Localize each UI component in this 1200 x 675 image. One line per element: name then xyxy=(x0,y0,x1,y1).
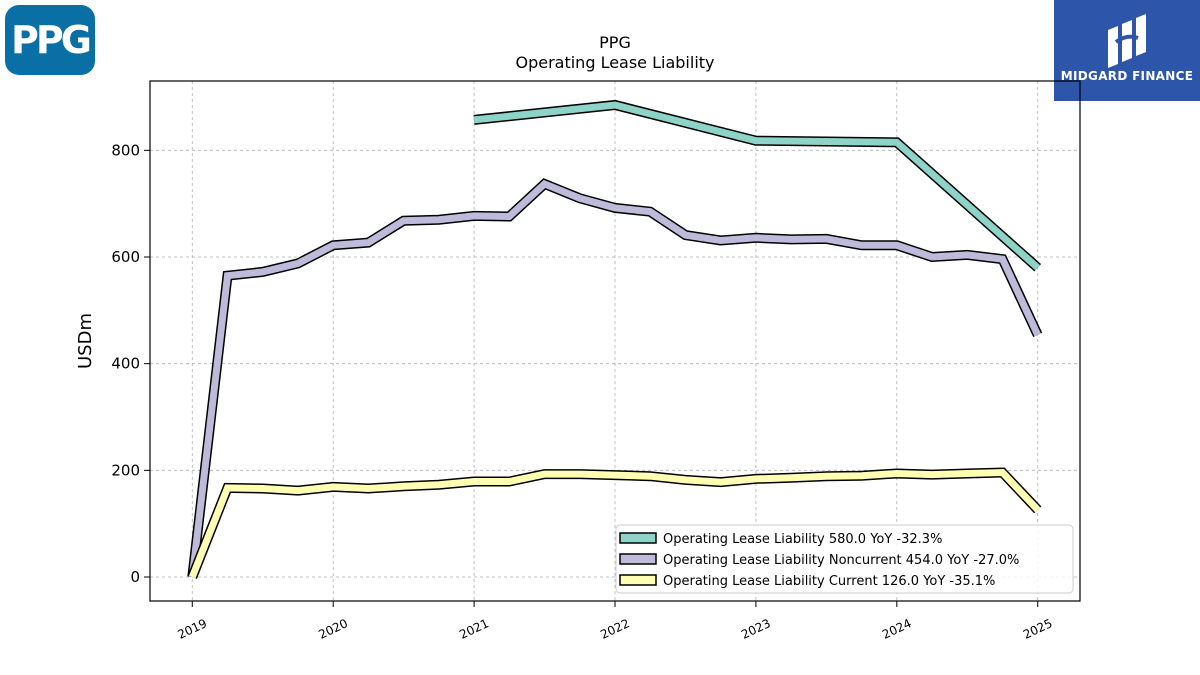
y-axis-ticks: 0 200 400 600 800 xyxy=(111,141,150,586)
legend-swatch xyxy=(619,553,657,565)
x-tick-label: 2019 xyxy=(175,616,209,642)
x-tick-label: 2021 xyxy=(457,616,491,642)
grid xyxy=(150,81,1080,601)
y-tick-label: 600 xyxy=(111,248,140,266)
x-tick-label: 2023 xyxy=(739,616,773,642)
midgard-finance-logo: MIDGARD FINANCE xyxy=(1054,0,1200,101)
legend-entry-label: Operating Lease Liability Noncurrent 454… xyxy=(663,553,1019,568)
series-lines xyxy=(187,99,1043,579)
legend-swatch xyxy=(619,574,657,586)
ppg-logo: PPG xyxy=(5,5,95,75)
y-axis-label: USDm xyxy=(75,313,96,369)
legend-entry-label: Operating Lease Liability Current 126.0 … xyxy=(663,574,995,589)
x-tick-label: 2020 xyxy=(316,616,350,642)
ppg-logo-text: PPG xyxy=(11,18,92,62)
series-line-0 xyxy=(473,101,1041,271)
y-tick-label: 0 xyxy=(130,568,140,586)
x-tick-label: 2024 xyxy=(880,616,914,642)
chart-title: PPG xyxy=(599,33,631,52)
midgard-mark-icon xyxy=(1108,14,1146,68)
x-tick-label: 2025 xyxy=(1021,616,1055,642)
y-tick-label: 800 xyxy=(111,141,140,159)
midgard-logo-text: MIDGARD FINANCE xyxy=(1060,69,1194,83)
legend: Operating Lease Liability 580.0 YoY -32.… xyxy=(615,524,1074,594)
y-tick-label: 200 xyxy=(111,461,140,479)
legend-box xyxy=(615,524,1074,594)
series-line-2 xyxy=(189,468,1041,579)
legend-entry-label: Operating Lease Liability 580.0 YoY -32.… xyxy=(663,532,942,547)
chart-subtitle: Operating Lease Liability xyxy=(515,53,714,72)
series-line-1 xyxy=(188,179,1041,578)
x-tick-label: 2022 xyxy=(598,616,632,642)
legend-swatch xyxy=(619,532,657,544)
x-axis-ticks: 2019 2020 2021 2022 2023 2024 2025 xyxy=(175,601,1055,642)
series-outline-1 xyxy=(187,178,1043,578)
y-tick-label: 400 xyxy=(111,355,140,373)
